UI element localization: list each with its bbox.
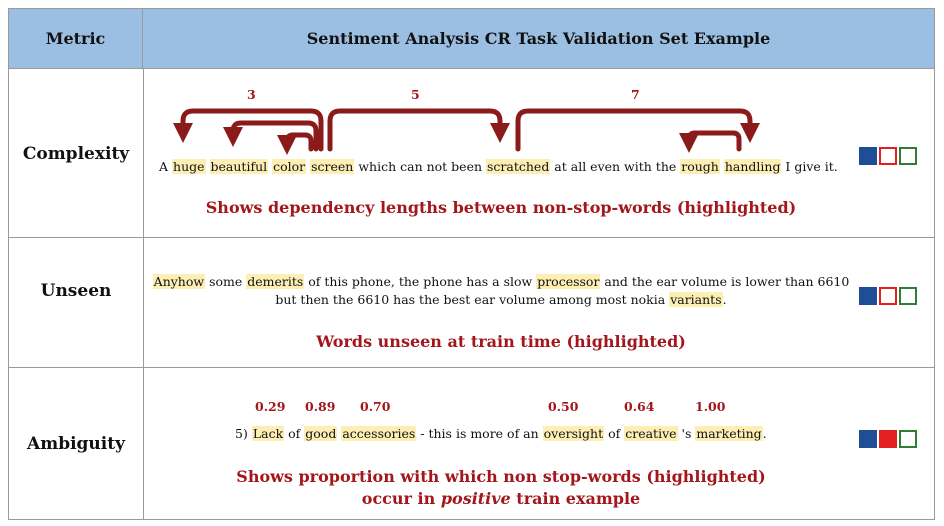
ambiguity-caption: Shows proportion with which non stop-wor… (151, 466, 851, 510)
highlighted-word: Lack (251, 426, 285, 441)
legend-square-red-outline (879, 147, 897, 165)
sentence-text: . (722, 292, 727, 307)
arc-screen-beautiful (223, 120, 319, 152)
sentence-text: at all even with the (550, 159, 681, 174)
arc-label: 3 (247, 87, 256, 102)
arc-screen-scratched (327, 108, 510, 152)
arc-label: 7 (631, 87, 640, 102)
highlighted-word: marketing (695, 426, 763, 441)
arc-handling-rough (679, 130, 742, 153)
highlighted-word: rough (680, 159, 720, 174)
sentence-text: of this phone, the phone has a slow (304, 274, 537, 289)
arc-screen-huge (173, 108, 324, 152)
caption-emphasis: positive (440, 489, 511, 508)
sentence-text: some (205, 274, 247, 289)
highlighted-word: demerits (246, 274, 305, 289)
highlighted-word: processor (536, 274, 601, 289)
highlighted-word: color (272, 159, 307, 174)
arc-scratched-handling (515, 108, 760, 152)
score-accessories: 0.70 (360, 399, 391, 414)
legend-complexity (859, 147, 917, 165)
sentence-text: A (159, 159, 173, 174)
highlighted-word: screen (310, 159, 355, 174)
arc-screen-color (277, 132, 314, 155)
ambiguity-caption-line2: occur in positive train example (151, 488, 851, 510)
dependency-arcs (173, 108, 760, 155)
highlighted-word: creative (624, 426, 678, 441)
row-label-complexity: Complexity (22, 144, 130, 164)
highlighted-word: good (304, 426, 338, 441)
sentence-text: and the ear volume is lower than 6610 bu… (275, 274, 850, 307)
ambiguity-caption-line1: Shows proportion with which non stop-wor… (236, 467, 766, 486)
score-creative: 0.64 (624, 399, 655, 414)
row-divider (9, 367, 934, 368)
sentence-text (206, 159, 210, 174)
sentence-text: of (604, 426, 625, 441)
arc-label: 5 (411, 87, 420, 102)
caption-text: occur in (361, 489, 441, 508)
row-label-ambiguity: Ambiguity (27, 434, 125, 454)
header-title: Sentiment Analysis CR Task Validation Se… (143, 9, 934, 69)
unseen-sentence: Anyhow some demerits of this phone, the … (151, 273, 851, 309)
caption-text: train example (510, 489, 641, 508)
legend-ambiguity (859, 430, 917, 448)
sentence-text: 's (677, 426, 696, 441)
highlighted-word: variants (669, 292, 723, 307)
highlighted-word: beautiful (209, 159, 269, 174)
score-good: 0.89 (305, 399, 336, 414)
highlighted-word: Anyhow (152, 274, 206, 289)
row-divider (9, 237, 934, 238)
legend-square-blue (859, 430, 877, 448)
legend-square-green-outline (899, 430, 917, 448)
results-table: Metric Sentiment Analysis CR Task Valida… (8, 8, 935, 520)
legend-unseen (859, 287, 917, 305)
score-oversight: 0.50 (548, 399, 579, 414)
score-marketing: 1.00 (695, 399, 726, 414)
unseen-caption: Words unseen at train time (highlighted) (316, 332, 686, 351)
sentence-text: I give it. (781, 159, 838, 174)
column-divider (143, 69, 144, 519)
sentence-text: . (762, 426, 767, 441)
legend-square-blue (859, 147, 877, 165)
header-metric: Metric (9, 9, 143, 69)
sentence-text: - this is more of an (416, 426, 543, 441)
legend-square-red-filled (879, 430, 897, 448)
highlighted-word: oversight (542, 426, 605, 441)
sentence-text: which can not been (354, 159, 486, 174)
row-label-unseen: Unseen (40, 281, 112, 301)
legend-square-red-outline (879, 287, 897, 305)
legend-square-green-outline (899, 147, 917, 165)
legend-square-green-outline (899, 287, 917, 305)
sentence-text: of (284, 426, 305, 441)
sentence-text: 5) (235, 426, 252, 441)
legend-square-blue (859, 287, 877, 305)
highlighted-word: huge (172, 159, 206, 174)
highlighted-word: accessories (341, 426, 417, 441)
complexity-sentence: A huge beautiful color screen which can … (159, 158, 838, 176)
highlighted-word: scratched (486, 159, 551, 174)
complexity-caption: Shows dependency lengths between non-sto… (205, 198, 797, 217)
score-lack: 0.29 (255, 399, 286, 414)
ambiguity-sentence: 5) Lack of good accessories - this is mo… (235, 425, 767, 443)
highlighted-word: handling (723, 159, 782, 174)
